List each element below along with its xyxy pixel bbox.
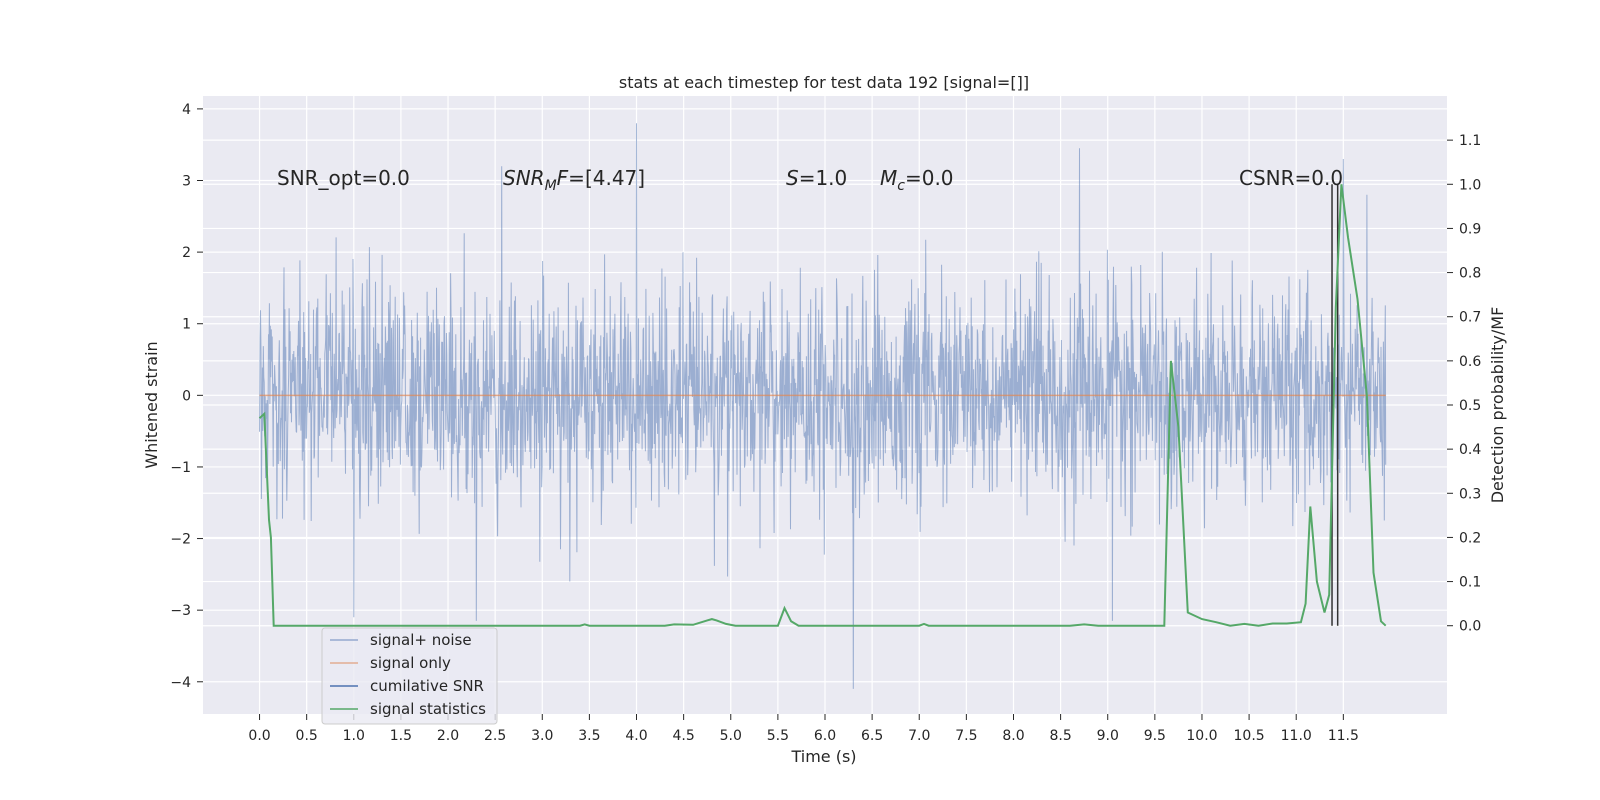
svg-text:signal+ noise: signal+ noise: [370, 631, 472, 649]
svg-text:signal statistics: signal statistics: [370, 700, 486, 718]
y-right-tick-label: 0.9: [1459, 221, 1481, 237]
x-axis-label: Time (s): [790, 747, 856, 766]
y-right-tick-label: 1.0: [1459, 177, 1481, 193]
x-tick-label: 3.5: [578, 728, 600, 744]
svg-text:cumilative SNR: cumilative SNR: [370, 677, 484, 695]
y-tick-label: 3: [182, 174, 191, 190]
y-right-tick-label: 1.1: [1459, 133, 1481, 149]
y-axis-right: 1.1 1.0 0.9 0.8 0.7 0.6 0.5 0.4 0.3 0.2 0.1 0.0: [1447, 133, 1481, 635]
x-tick-label: 2.5: [484, 728, 506, 744]
x-tick-label: 10.0: [1186, 728, 1217, 744]
legend: signal+ noise signal only cumilative SNR…: [321, 627, 498, 725]
y-right-tick-label: 0.3: [1459, 486, 1481, 502]
x-tick-label: 5.5: [767, 728, 789, 744]
annotations: SNR_opt=0.0 SNRMF=[4.47] S=1.0 Mc=0.0 CS…: [277, 166, 1343, 194]
x-tick-label: 6.5: [861, 728, 883, 744]
y-tick-label: −3: [170, 603, 191, 619]
signal-noise-series: [259, 123, 1387, 689]
legend-box: [321, 627, 498, 725]
y-tick-label: −4: [170, 675, 191, 691]
x-tick-label: 7.5: [955, 728, 977, 744]
y-tick-label: 2: [182, 245, 191, 261]
y-right-tick-label: 0.8: [1459, 266, 1481, 282]
annotation-s: S=1.0: [786, 166, 847, 190]
x-tick-label: 0.5: [296, 728, 318, 744]
x-tick-label: 11.5: [1328, 728, 1359, 744]
x-tick-label: 1.0: [343, 728, 365, 744]
y-right-tick-label: 0.4: [1459, 442, 1481, 458]
x-tick-label: 6.0: [814, 728, 836, 744]
x-tick-label: 0.0: [248, 728, 270, 744]
signal-statistics-line: [258, 184, 1387, 627]
x-tick-label: 1.5: [390, 728, 412, 744]
annotation-snr-mf: SNRMF=[4.47]: [503, 166, 645, 194]
signal-noise-line: [259, 123, 1387, 689]
y-tick-label: 0: [182, 388, 191, 404]
x-tick-label: 9.5: [1144, 728, 1166, 744]
chart-title: stats at each timestep for test data 192…: [619, 73, 1029, 92]
x-axis: 0.0 0.5 1.0 1.5 2.0 2.5 3.0 3.5 4.0 4.5 5.0 5.5 6.0 6…: [248, 714, 1359, 744]
annotation-mc: Mc=0.0: [880, 166, 954, 194]
x-tick-label: 4.0: [625, 728, 647, 744]
x-tick-label: 3.0: [531, 728, 553, 744]
svg-text:signal only: signal only: [370, 654, 451, 672]
legend-item: signal statistics: [330, 700, 486, 718]
y-right-tick-label: 0.2: [1459, 530, 1481, 546]
x-tick-label: 4.5: [673, 728, 695, 744]
y-right-tick-label: 0.5: [1459, 398, 1481, 414]
y-tick-label: −1: [170, 460, 191, 476]
legend-item: signal+ noise: [330, 631, 472, 649]
annotation-snr-mf-value: =: [568, 166, 585, 190]
x-tick-label: 10.5: [1234, 728, 1265, 744]
x-tick-label: 2.0: [437, 728, 459, 744]
y-right-tick-label: 0.1: [1459, 575, 1481, 591]
y-right-tick-label: 0.7: [1459, 310, 1481, 326]
x-tick-label: 11.0: [1281, 728, 1312, 744]
y-tick-label: 4: [182, 102, 191, 118]
y-axis-left: 4 3 2 1 0 −1 −2 −3 −4: [170, 102, 203, 691]
x-tick-label: 8.5: [1049, 728, 1071, 744]
y-right-tick-label: 0.0: [1459, 619, 1481, 635]
x-tick-label: 7.0: [908, 728, 930, 744]
x-tick-label: 8.0: [1002, 728, 1024, 744]
y-axis-label: Whitened strain: [142, 341, 161, 468]
legend-item: signal only: [330, 654, 451, 672]
legend-item: cumilative SNR: [330, 677, 484, 695]
series-layer: [258, 184, 1387, 627]
y-right-tick-label: 0.6: [1459, 354, 1481, 370]
annotation-snr-opt: SNR_opt=0.0: [277, 166, 410, 190]
y-tick-label: −2: [170, 532, 191, 548]
y-axis-right-label: Detection probability/MF: [1488, 307, 1507, 504]
annotation-csnr: CSNR=0.0: [1239, 166, 1343, 190]
y-tick-label: 1: [182, 317, 191, 333]
x-tick-label: 9.0: [1097, 728, 1119, 744]
x-tick-label: 5.0: [720, 728, 742, 744]
